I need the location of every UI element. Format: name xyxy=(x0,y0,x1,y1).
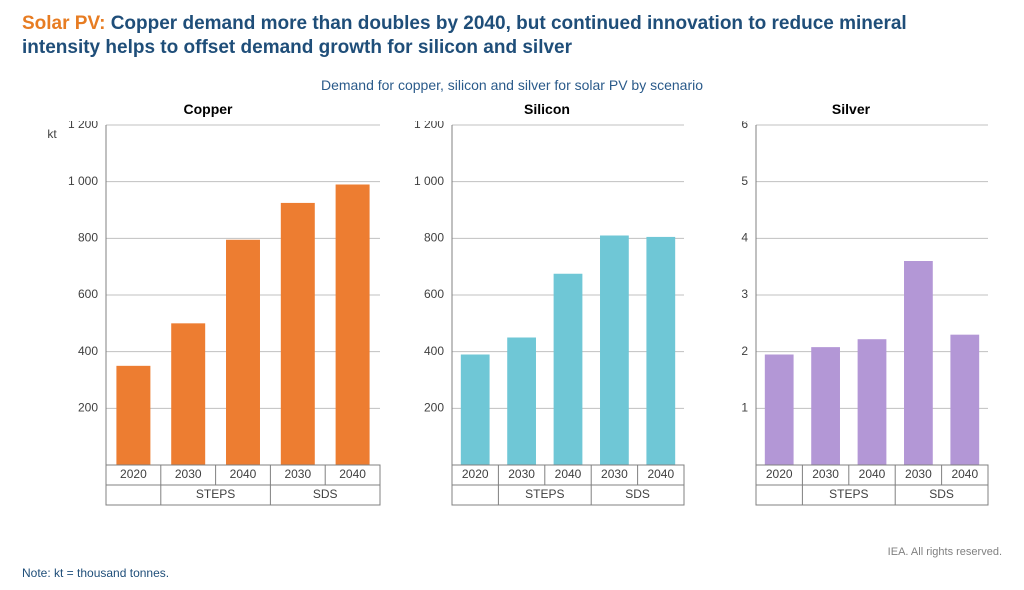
chart-copper: Copper2004006008001 0001 200kt2020203020… xyxy=(28,101,388,531)
svg-text:2040: 2040 xyxy=(230,466,257,480)
chart-title-silver: Silver xyxy=(832,101,870,117)
svg-text:2030: 2030 xyxy=(905,466,932,480)
svg-text:1 200: 1 200 xyxy=(414,121,444,131)
svg-text:200: 200 xyxy=(78,400,98,414)
svg-text:1: 1 xyxy=(741,400,748,414)
svg-text:1 000: 1 000 xyxy=(414,173,444,187)
bar-copper-3 xyxy=(281,203,315,465)
title-rest: Copper demand more than doubles by 2040,… xyxy=(22,13,907,58)
bar-silicon-1 xyxy=(507,337,536,465)
svg-text:4: 4 xyxy=(741,230,748,244)
bar-silicon-3 xyxy=(600,235,629,465)
page-title: Solar PV: Copper demand more than double… xyxy=(22,12,982,61)
svg-text:STEPS: STEPS xyxy=(525,486,564,500)
svg-text:SDS: SDS xyxy=(313,486,338,500)
bar-silicon-2 xyxy=(554,273,583,464)
svg-text:400: 400 xyxy=(424,343,444,357)
bar-copper-4 xyxy=(336,184,370,465)
svg-text:2020: 2020 xyxy=(766,466,793,480)
svg-text:STEPS: STEPS xyxy=(829,486,868,500)
svg-text:2030: 2030 xyxy=(812,466,839,480)
bar-silicon-4 xyxy=(646,237,675,465)
svg-text:kt: kt xyxy=(47,127,57,141)
svg-text:2040: 2040 xyxy=(951,466,978,480)
svg-text:2030: 2030 xyxy=(284,466,311,480)
svg-text:SDS: SDS xyxy=(929,486,954,500)
chart-svg-copper: 200 400 600 800 1 000 1 200 kt 2020 2030 2040 2030… xyxy=(28,121,388,521)
svg-text:2030: 2030 xyxy=(508,466,535,480)
chart-silver: Silver 1 2 3 4 5 6 2020 2030 2040 2030 2040 STEPS SDS xyxy=(706,101,996,531)
bar-silver-3 xyxy=(904,261,933,465)
bar-copper-1 xyxy=(171,323,205,465)
svg-text:1 000: 1 000 xyxy=(68,173,98,187)
title-accent: Solar PV: xyxy=(22,13,105,34)
svg-text:5: 5 xyxy=(741,173,748,187)
svg-text:2040: 2040 xyxy=(647,466,674,480)
svg-text:2: 2 xyxy=(741,343,748,357)
svg-text:SDS: SDS xyxy=(625,486,650,500)
attribution-text: IEA. All rights reserved. xyxy=(888,546,1002,558)
svg-text:200: 200 xyxy=(424,400,444,414)
bar-silver-4 xyxy=(950,334,979,464)
svg-text:600: 600 xyxy=(78,287,98,301)
bar-silicon-0 xyxy=(461,354,490,465)
svg-text:6: 6 xyxy=(741,121,748,131)
svg-text:800: 800 xyxy=(78,230,98,244)
svg-text:800: 800 xyxy=(424,230,444,244)
bar-silver-2 xyxy=(858,339,887,465)
chart-title-copper: Copper xyxy=(184,101,233,117)
svg-text:2020: 2020 xyxy=(120,466,147,480)
chart-svg-silicon: 200 400 600 800 1 000 1 200 2020 2030 2040 2030 20… xyxy=(402,121,692,521)
bar-copper-0 xyxy=(116,365,150,464)
svg-text:2030: 2030 xyxy=(175,466,202,480)
chart-svg-silver: 1 2 3 4 5 6 2020 2030 2040 2030 2040 STEPS SDS xyxy=(706,121,996,521)
subtitle: Demand for copper, silicon and silver fo… xyxy=(22,77,1002,93)
svg-text:2030: 2030 xyxy=(601,466,628,480)
page-root: Solar PV: Copper demand more than double… xyxy=(0,0,1024,590)
footnote-text: Note: kt = thousand tonnes. xyxy=(22,566,169,580)
svg-text:2040: 2040 xyxy=(339,466,366,480)
svg-text:2020: 2020 xyxy=(462,466,489,480)
chart-title-silicon: Silicon xyxy=(524,101,570,117)
bar-silver-1 xyxy=(811,347,840,465)
bar-silver-0 xyxy=(765,354,794,465)
svg-text:3: 3 xyxy=(741,287,748,301)
bar-copper-2 xyxy=(226,239,260,464)
chart-silicon: Silicon 200 400 600 800 1 000 1 200 2020 2030 204… xyxy=(402,101,692,531)
svg-text:2040: 2040 xyxy=(555,466,582,480)
charts-row: Copper2004006008001 0001 200kt2020203020… xyxy=(22,101,1002,531)
svg-text:400: 400 xyxy=(78,343,98,357)
svg-text:2040: 2040 xyxy=(859,466,886,480)
svg-text:STEPS: STEPS xyxy=(196,486,235,500)
svg-text:1 200: 1 200 xyxy=(68,121,98,131)
svg-text:600: 600 xyxy=(424,287,444,301)
